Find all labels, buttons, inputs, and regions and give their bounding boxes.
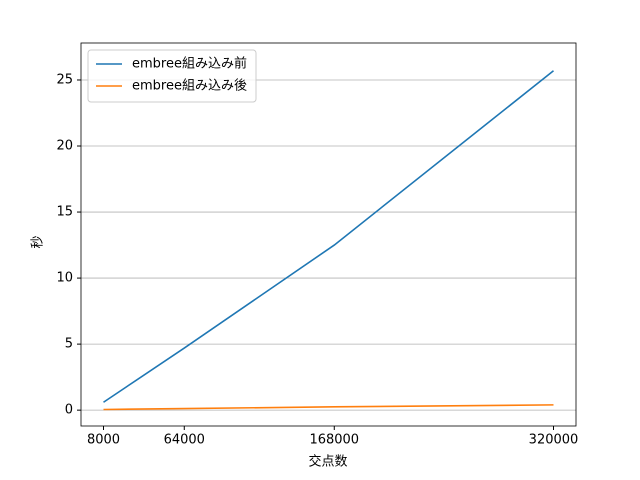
series-line [103, 404, 554, 411]
y-tick-label: 25 [56, 72, 73, 87]
legend-label: embree組み込み前 [132, 56, 247, 72]
legend-box [87, 49, 257, 103]
y-tick-label: 15 [56, 205, 73, 220]
plot-frame [80, 42, 577, 427]
y-tick-label: 10 [56, 271, 73, 286]
x-axis-label: 交点数 [308, 454, 347, 470]
y-tick-label: 20 [56, 139, 73, 154]
x-tick-label: 64000 [164, 433, 205, 448]
y-tick-label: 0 [65, 403, 73, 418]
y-tick-label: 5 [65, 337, 73, 352]
x-tick-label: 320000 [529, 433, 579, 448]
x-tick-label: 8000 [87, 433, 120, 448]
x-tick-label: 168000 [309, 433, 359, 448]
legend-label: embree組み込み後 [132, 79, 247, 94]
y-axis-label: 秒 [31, 235, 46, 248]
series-line [103, 70, 554, 403]
